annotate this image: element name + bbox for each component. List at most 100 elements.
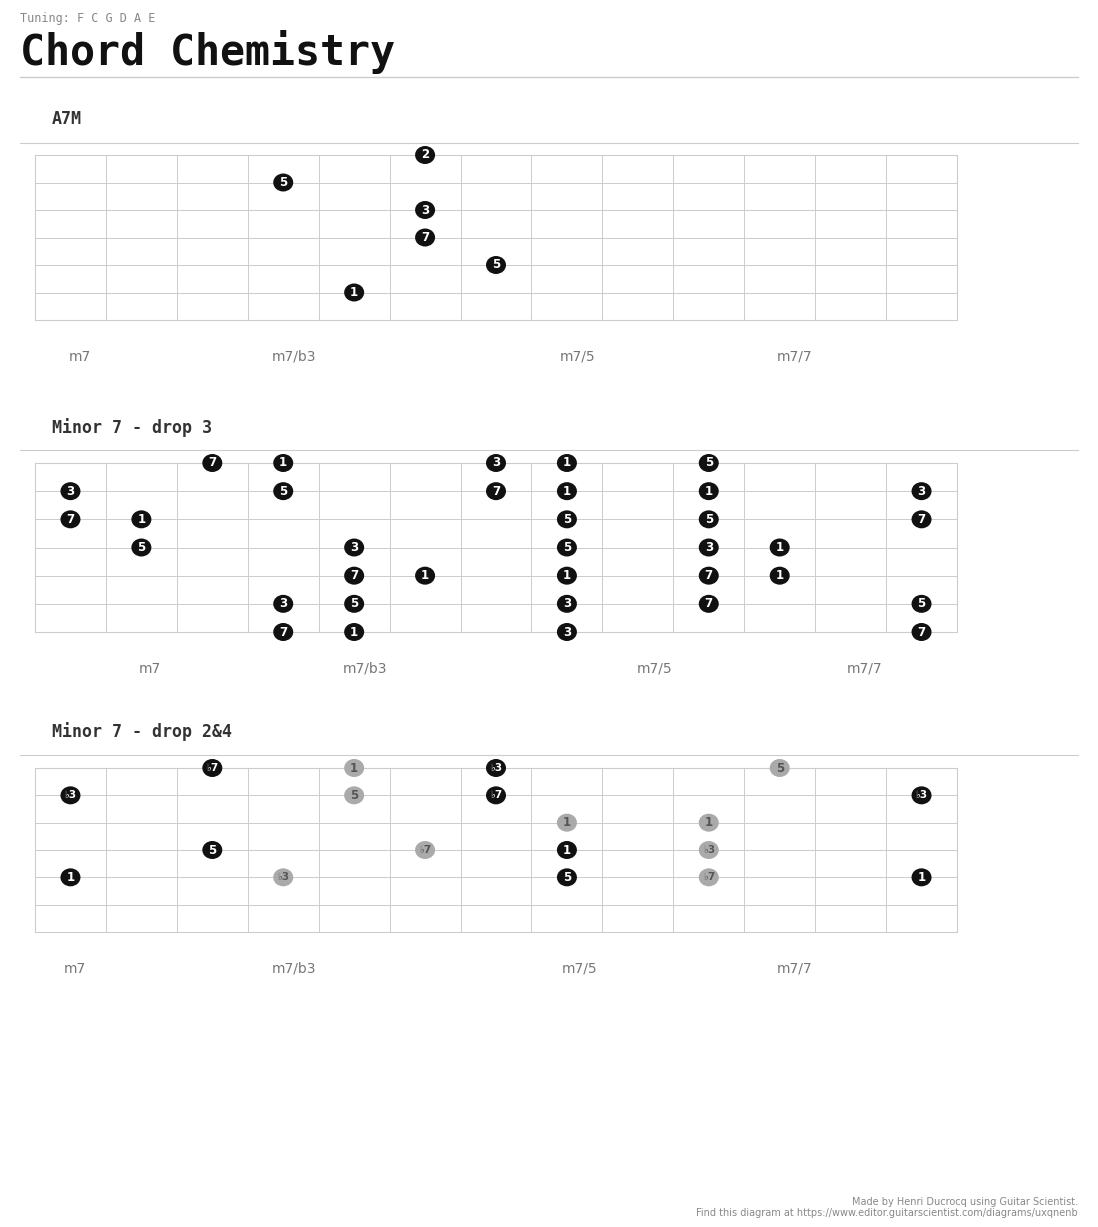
Text: 5: 5 xyxy=(209,843,216,856)
Ellipse shape xyxy=(344,567,365,585)
Text: 1: 1 xyxy=(350,626,358,638)
Ellipse shape xyxy=(415,201,435,218)
Text: ♭7: ♭7 xyxy=(419,845,432,855)
Text: 1: 1 xyxy=(563,456,571,470)
Text: m7/5: m7/5 xyxy=(562,962,597,975)
Text: 3: 3 xyxy=(705,541,713,555)
Text: 5: 5 xyxy=(705,456,713,470)
Text: ♭3: ♭3 xyxy=(65,790,77,800)
Ellipse shape xyxy=(60,787,80,805)
Text: m7/7: m7/7 xyxy=(777,350,813,364)
Ellipse shape xyxy=(911,623,931,640)
Text: 1: 1 xyxy=(563,569,571,582)
Text: m7/5: m7/5 xyxy=(560,350,596,364)
Text: 7: 7 xyxy=(492,485,500,498)
Text: 1: 1 xyxy=(705,816,713,829)
Ellipse shape xyxy=(557,595,576,612)
Ellipse shape xyxy=(698,482,719,501)
Ellipse shape xyxy=(273,173,293,191)
Text: 7: 7 xyxy=(918,513,926,526)
Ellipse shape xyxy=(344,787,365,805)
Ellipse shape xyxy=(698,814,719,832)
Text: 7: 7 xyxy=(209,456,216,470)
Text: Chord Chemistry: Chord Chemistry xyxy=(20,29,395,74)
Text: 3: 3 xyxy=(492,456,500,470)
Ellipse shape xyxy=(344,760,365,777)
Text: 5: 5 xyxy=(775,762,784,774)
Text: 7: 7 xyxy=(279,626,288,638)
Text: 5: 5 xyxy=(350,598,358,610)
Text: 1: 1 xyxy=(137,513,145,526)
Text: ♭7: ♭7 xyxy=(703,872,715,882)
Ellipse shape xyxy=(344,595,365,612)
Ellipse shape xyxy=(60,510,80,529)
Ellipse shape xyxy=(557,567,576,585)
Text: ♭3: ♭3 xyxy=(490,763,502,773)
Text: m7/b3: m7/b3 xyxy=(343,663,388,676)
Text: 3: 3 xyxy=(66,485,75,498)
Text: 7: 7 xyxy=(705,598,713,610)
Ellipse shape xyxy=(911,595,931,612)
Text: 1: 1 xyxy=(775,541,784,555)
Ellipse shape xyxy=(415,567,435,585)
Text: 7: 7 xyxy=(350,569,358,582)
Text: 1: 1 xyxy=(350,762,358,774)
Text: 2: 2 xyxy=(421,148,429,162)
Text: 7: 7 xyxy=(66,513,75,526)
Bar xyxy=(35,768,957,933)
Text: m7/b3: m7/b3 xyxy=(271,962,316,975)
Ellipse shape xyxy=(486,787,506,805)
Text: 1: 1 xyxy=(350,286,358,299)
Ellipse shape xyxy=(415,228,435,247)
Text: m7: m7 xyxy=(138,663,161,676)
Text: ♭7: ♭7 xyxy=(206,763,219,773)
Ellipse shape xyxy=(698,539,719,557)
Ellipse shape xyxy=(202,840,222,859)
Ellipse shape xyxy=(557,814,576,832)
Ellipse shape xyxy=(60,869,80,886)
Text: 3: 3 xyxy=(918,485,926,498)
Text: 3: 3 xyxy=(279,598,288,610)
Ellipse shape xyxy=(415,840,435,859)
Text: m7/7: m7/7 xyxy=(848,663,883,676)
Text: Find this diagram at https://www.editor.guitarscientist.com/diagrams/uxqnenb: Find this diagram at https://www.editor.… xyxy=(696,1209,1078,1218)
Text: ♭3: ♭3 xyxy=(277,872,289,882)
Ellipse shape xyxy=(557,539,576,557)
Ellipse shape xyxy=(344,623,365,640)
Ellipse shape xyxy=(698,567,719,585)
Text: m7/b3: m7/b3 xyxy=(271,350,316,364)
Ellipse shape xyxy=(202,454,222,472)
Ellipse shape xyxy=(557,840,576,859)
Ellipse shape xyxy=(202,760,222,777)
Text: 5: 5 xyxy=(279,175,288,189)
Bar xyxy=(35,155,957,320)
Ellipse shape xyxy=(273,454,293,472)
Text: 1: 1 xyxy=(563,485,571,498)
Ellipse shape xyxy=(273,595,293,612)
Ellipse shape xyxy=(273,482,293,501)
Ellipse shape xyxy=(273,869,293,886)
Ellipse shape xyxy=(557,510,576,529)
Text: A7M: A7M xyxy=(52,110,82,128)
Text: ♭3: ♭3 xyxy=(703,845,715,855)
Ellipse shape xyxy=(770,567,789,585)
Text: ♭3: ♭3 xyxy=(916,790,928,800)
Text: 1: 1 xyxy=(563,843,571,856)
Ellipse shape xyxy=(273,623,293,640)
Text: Minor 7 - drop 2&4: Minor 7 - drop 2&4 xyxy=(52,721,232,741)
Text: ♭7: ♭7 xyxy=(490,790,502,800)
Ellipse shape xyxy=(698,869,719,886)
Text: 1: 1 xyxy=(705,485,713,498)
Text: Minor 7 - drop 3: Minor 7 - drop 3 xyxy=(52,418,212,437)
Text: 5: 5 xyxy=(279,485,288,498)
Ellipse shape xyxy=(911,510,931,529)
Text: 5: 5 xyxy=(563,513,571,526)
Text: 5: 5 xyxy=(137,541,146,555)
Text: 1: 1 xyxy=(279,456,288,470)
Text: 1: 1 xyxy=(563,816,571,829)
Text: m7: m7 xyxy=(69,350,91,364)
Text: 3: 3 xyxy=(350,541,358,555)
Ellipse shape xyxy=(911,869,931,886)
Text: 5: 5 xyxy=(350,789,358,801)
Text: 7: 7 xyxy=(421,231,429,244)
